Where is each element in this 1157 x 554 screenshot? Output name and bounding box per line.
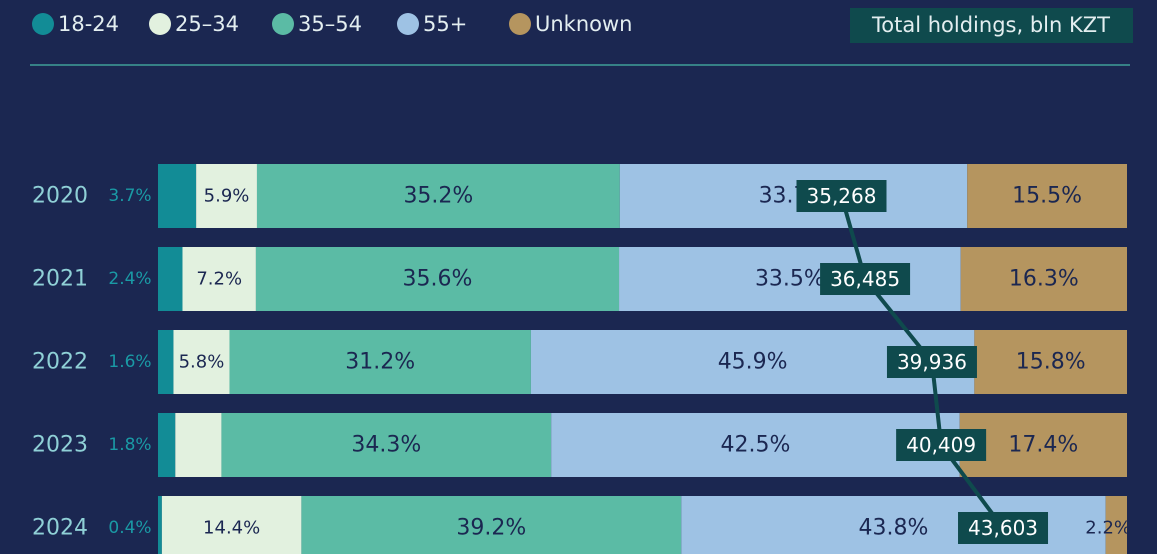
data-label: 5.8% xyxy=(179,352,225,373)
legend-label: Total holdings, bln KZT xyxy=(871,13,1110,37)
total-marker xyxy=(886,346,977,378)
data-label: 14.4% xyxy=(203,518,260,539)
data-label: 16.3% xyxy=(1009,267,1079,292)
total-marker xyxy=(820,263,911,295)
bar-segment xyxy=(175,413,222,477)
bar-segment xyxy=(158,247,183,311)
data-label: 35.2% xyxy=(403,184,473,209)
total-label: 40,409 xyxy=(906,433,976,457)
bar-segment xyxy=(158,164,197,228)
data-label: 2.2% xyxy=(1085,518,1131,539)
legend-swatch xyxy=(149,13,171,35)
data-label: 15.5% xyxy=(1012,184,1082,209)
bar-segment xyxy=(182,247,256,311)
bar-segment xyxy=(158,413,176,477)
bar-segment xyxy=(158,496,162,554)
data-label: 39.2% xyxy=(456,516,526,541)
data-label: 33.5% xyxy=(755,267,825,292)
data-label: 1.6% xyxy=(108,352,151,372)
total-label: 43,603 xyxy=(968,516,1038,540)
bar-segment xyxy=(967,164,1127,228)
data-label: 2.4% xyxy=(108,269,151,289)
bar-segment xyxy=(960,247,1127,311)
total-label: 39,936 xyxy=(897,350,967,374)
data-label: 17.4% xyxy=(1008,433,1078,458)
legend-swatch xyxy=(32,13,54,35)
bar-segment xyxy=(161,496,302,554)
bar-segment xyxy=(173,330,230,394)
total-marker xyxy=(796,180,887,212)
bar-segment xyxy=(255,247,620,311)
data-label: 0.4% xyxy=(108,518,151,538)
year-label: 2024 xyxy=(32,516,88,541)
legend-swatch xyxy=(272,13,294,35)
legend-label: 18-24 xyxy=(58,12,119,36)
total-label: 36,485 xyxy=(830,267,900,291)
data-label: 7.2% xyxy=(196,269,242,290)
bar-segment xyxy=(229,330,531,394)
total-line: 35,268 36,485 39,936 40,409 43,603 xyxy=(796,180,1049,544)
year-label: 2023 xyxy=(32,433,88,458)
legend-label: 25–34 xyxy=(175,12,239,36)
total-label: 35,268 xyxy=(807,184,877,208)
year-label: 2020 xyxy=(32,184,88,209)
bar-segment xyxy=(959,413,1127,477)
data-label: 5.9% xyxy=(204,186,250,207)
bars: 2020 3.7% 5.9% 35.2% 33.7% 15.5%2021 2.4% 7.2% 3… xyxy=(32,164,1131,554)
data-label: 34.3% xyxy=(351,433,421,458)
bar-segment xyxy=(158,330,174,394)
data-label: 35.6% xyxy=(403,267,473,292)
legend-label: 35–54 xyxy=(298,12,362,36)
year-label: 2021 xyxy=(32,267,88,292)
total-marker xyxy=(896,429,987,461)
bar-segment xyxy=(221,413,552,477)
bar-segment xyxy=(619,164,968,228)
data-label: 45.9% xyxy=(718,350,788,375)
legend-label: 55+ xyxy=(423,12,467,36)
bar-segment xyxy=(256,164,620,228)
legend-swatch xyxy=(509,13,531,35)
year-label: 2022 xyxy=(32,350,88,375)
data-label: 42.5% xyxy=(721,433,791,458)
bar-segment xyxy=(1105,496,1127,554)
legend-label: Unknown xyxy=(535,12,632,36)
legend: 18-24 25–34 35–54 55+ Unknown Total holdings,… xyxy=(32,8,1133,43)
data-label: 3.7% xyxy=(108,186,151,206)
data-label: 15.8% xyxy=(1016,350,1086,375)
total-marker xyxy=(958,512,1049,544)
bar-segment xyxy=(974,330,1127,394)
data-label: 31.2% xyxy=(345,350,415,375)
legend-swatch xyxy=(397,13,419,35)
legend-line-box xyxy=(850,8,1133,43)
bar-segment xyxy=(551,413,960,477)
data-label: 1.8% xyxy=(108,435,151,455)
data-label: 43.8% xyxy=(859,516,929,541)
bar-segment xyxy=(301,496,682,554)
bar-segment xyxy=(196,164,257,228)
